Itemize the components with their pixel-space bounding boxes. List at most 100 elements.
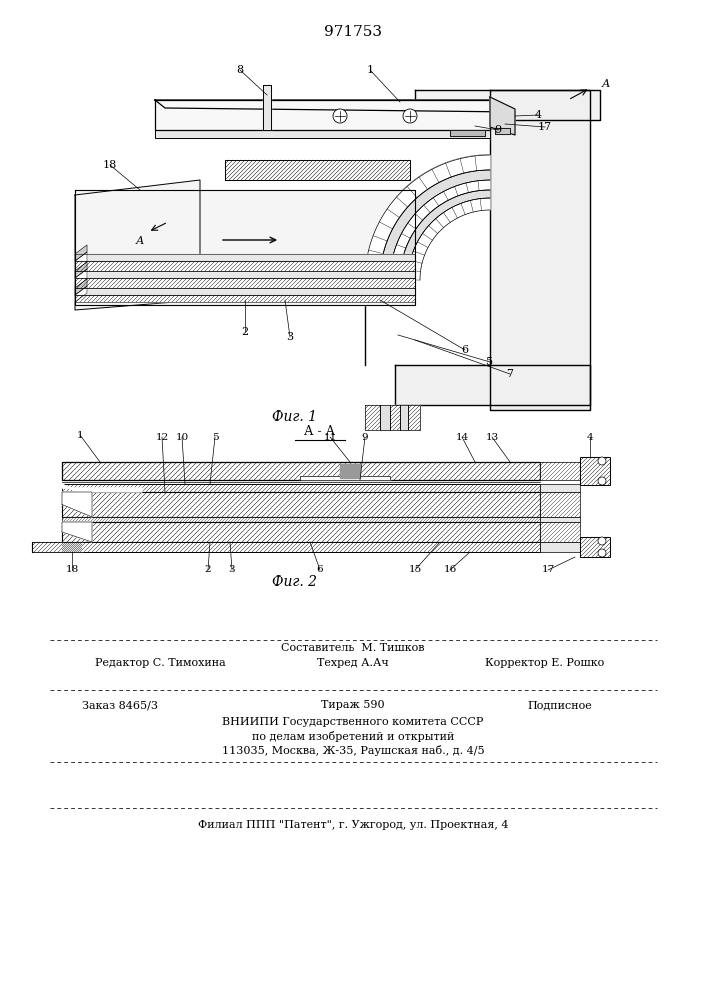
Text: 2: 2 (241, 327, 249, 337)
Text: по делам изобретений и открытий: по делам изобретений и открытий (252, 730, 454, 742)
Text: А: А (602, 79, 610, 89)
Polygon shape (75, 288, 415, 295)
Bar (62, 492, 540, 517)
Text: 113035, Москва, Ж-35, Раушская наб., д. 4/5: 113035, Москва, Ж-35, Раушская наб., д. … (222, 744, 484, 756)
Text: 4: 4 (534, 110, 542, 120)
Polygon shape (408, 405, 420, 430)
Text: 17: 17 (538, 122, 552, 132)
Text: 9: 9 (494, 125, 501, 135)
Text: 4: 4 (587, 432, 593, 442)
Text: ВНИИПИ Государственного комитета СССР: ВНИИПИ Государственного комитета СССР (222, 717, 484, 727)
Polygon shape (490, 97, 515, 135)
Text: Составитель  М. Тишков: Составитель М. Тишков (281, 643, 425, 653)
Bar (62, 517, 540, 522)
Text: Тираж 590: Тираж 590 (321, 700, 385, 710)
Text: А - А: А - А (305, 425, 336, 438)
Polygon shape (75, 245, 87, 261)
Text: 18: 18 (103, 160, 117, 170)
Polygon shape (75, 262, 87, 278)
Polygon shape (75, 261, 415, 271)
Text: 3: 3 (286, 332, 293, 342)
Bar (62, 542, 540, 552)
Text: 1: 1 (76, 430, 83, 440)
Polygon shape (62, 492, 92, 517)
Circle shape (598, 537, 606, 545)
Bar (540, 522, 580, 542)
Text: 3: 3 (228, 566, 235, 574)
Text: А: А (136, 236, 144, 246)
Bar (540, 462, 580, 480)
Circle shape (333, 109, 347, 123)
Polygon shape (380, 170, 490, 280)
Text: 15: 15 (409, 566, 421, 574)
Text: 6: 6 (462, 345, 469, 355)
Polygon shape (62, 482, 540, 484)
Text: 5: 5 (211, 432, 218, 442)
Polygon shape (400, 190, 490, 280)
Text: 8: 8 (236, 65, 244, 75)
Text: Фиг. 1: Фиг. 1 (272, 410, 317, 424)
Text: 7: 7 (506, 369, 513, 379)
Bar (540, 517, 580, 522)
Text: Техред А.Ач: Техред А.Ач (317, 658, 389, 668)
Polygon shape (340, 464, 360, 478)
Polygon shape (415, 90, 600, 120)
Polygon shape (75, 286, 87, 302)
Polygon shape (155, 130, 490, 138)
Polygon shape (75, 252, 87, 271)
Circle shape (598, 457, 606, 465)
Polygon shape (75, 180, 200, 310)
Polygon shape (75, 269, 87, 288)
Text: 10: 10 (175, 432, 189, 442)
Polygon shape (365, 405, 380, 430)
Circle shape (403, 109, 417, 123)
Bar (580, 457, 610, 485)
Polygon shape (450, 130, 485, 136)
Text: 18: 18 (65, 566, 78, 574)
Bar (62, 484, 540, 492)
Polygon shape (495, 128, 510, 134)
Polygon shape (400, 405, 408, 430)
Text: 12: 12 (156, 432, 169, 442)
Text: 17: 17 (542, 566, 554, 574)
Text: 2: 2 (205, 566, 211, 574)
Polygon shape (390, 180, 490, 280)
Polygon shape (75, 254, 415, 261)
Bar (62, 462, 540, 480)
Text: 5: 5 (486, 357, 493, 367)
Polygon shape (365, 155, 490, 280)
Text: 13: 13 (486, 432, 498, 442)
Polygon shape (490, 90, 590, 410)
Polygon shape (395, 365, 590, 405)
Text: 9: 9 (362, 432, 368, 442)
Polygon shape (225, 160, 410, 180)
Circle shape (598, 549, 606, 557)
Polygon shape (408, 198, 490, 280)
Polygon shape (390, 405, 400, 430)
Text: Заказ 8465/3: Заказ 8465/3 (82, 700, 158, 710)
Text: 1: 1 (366, 65, 373, 75)
Polygon shape (75, 278, 415, 288)
Text: Корректор Е. Рошко: Корректор Е. Рошко (486, 658, 604, 668)
Text: 16: 16 (443, 566, 457, 574)
Text: Подписное: Подписное (527, 700, 592, 710)
Text: 971753: 971753 (324, 25, 382, 39)
Circle shape (598, 477, 606, 485)
Polygon shape (62, 522, 92, 542)
Polygon shape (263, 85, 271, 130)
Bar (540, 484, 580, 492)
Polygon shape (155, 100, 515, 112)
Polygon shape (75, 295, 415, 302)
Text: Фиг. 2: Фиг. 2 (272, 575, 317, 589)
Polygon shape (380, 405, 390, 430)
Bar (580, 537, 610, 557)
Text: 14: 14 (455, 432, 469, 442)
Polygon shape (62, 484, 142, 492)
Polygon shape (75, 190, 415, 305)
Text: Филиал ППП "Патент", г. Ужгород, ул. Проектная, 4: Филиал ППП "Патент", г. Ужгород, ул. Про… (198, 820, 508, 830)
Bar (540, 542, 580, 552)
Text: 6: 6 (317, 566, 323, 574)
Polygon shape (300, 476, 390, 480)
Polygon shape (75, 279, 87, 295)
Polygon shape (155, 100, 490, 130)
